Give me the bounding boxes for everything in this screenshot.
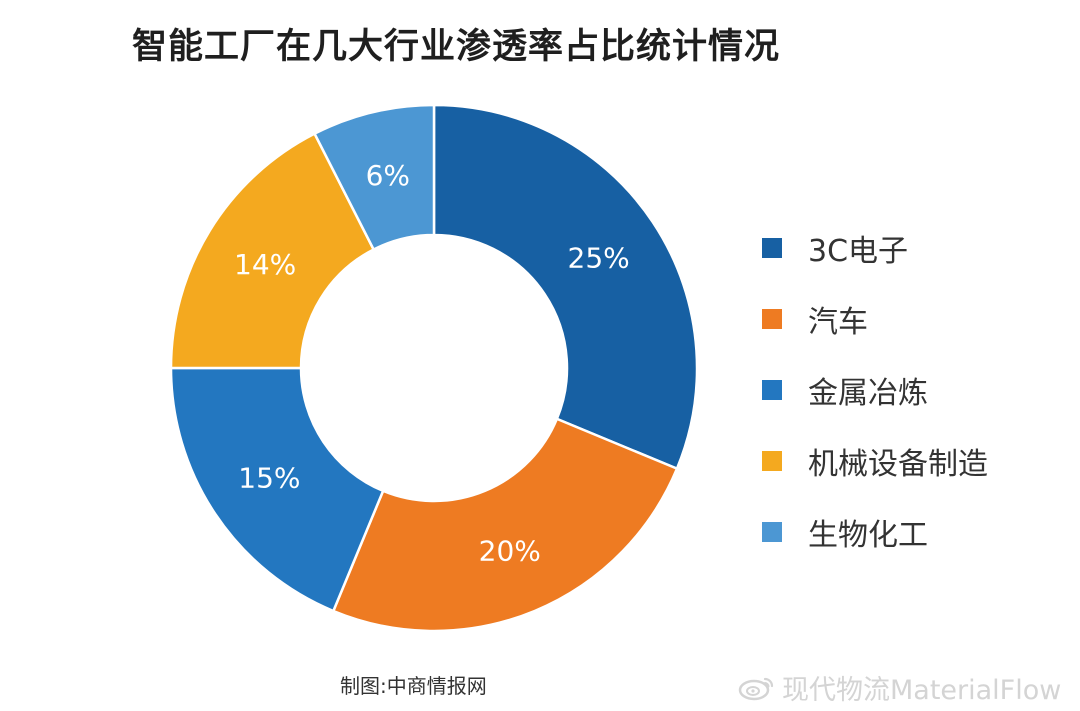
- legend-item: 金属冶炼: [762, 354, 988, 425]
- legend-label: 3C电子: [808, 233, 909, 269]
- legend-label: 生物化工: [808, 517, 928, 553]
- legend-swatch: [762, 521, 782, 542]
- donut-slice: [312, 103, 436, 252]
- legend-label: 汽车: [808, 304, 868, 340]
- legend-item: 机械设备制造: [762, 425, 988, 496]
- donut-slice: [169, 366, 385, 613]
- legend-swatch: [762, 237, 782, 258]
- slice-value-label: 6%: [366, 159, 410, 192]
- legend-item: 汽车: [762, 283, 988, 354]
- weibo-logo-icon: [738, 677, 774, 700]
- chart-legend: 3C电子 汽车 金属冶炼 机械设备制造 生物化工: [762, 212, 988, 567]
- legend-item: 生物化工: [762, 496, 988, 567]
- slice-value-label: 15%: [238, 462, 300, 495]
- legend-item: 3C电子: [762, 212, 988, 283]
- legend-swatch: [762, 308, 782, 329]
- legend-label: 机械设备制造: [808, 446, 988, 482]
- legend-label: 金属冶炼: [808, 375, 928, 411]
- watermark-text: 现代物流MaterialFlow: [782, 675, 1062, 706]
- donut-slice: [169, 131, 376, 370]
- donut-slices: [169, 103, 699, 633]
- slice-value-label: 20%: [479, 534, 541, 567]
- legend-swatch: [762, 379, 782, 400]
- chart-title: 智能工厂在几大行业渗透率占比统计情况: [132, 27, 781, 67]
- donut-slice: [331, 417, 679, 633]
- donut-slice-labels: 25% 20% 15% 14% 6%: [234, 159, 630, 567]
- slice-value-label: 25%: [568, 241, 630, 274]
- slice-value-label: 14%: [234, 248, 296, 281]
- watermark: 现代物流MaterialFlow: [738, 668, 1061, 707]
- source-note: 制图:中商情报网: [340, 674, 487, 698]
- legend-swatch: [762, 450, 782, 471]
- donut-slice: [432, 103, 699, 471]
